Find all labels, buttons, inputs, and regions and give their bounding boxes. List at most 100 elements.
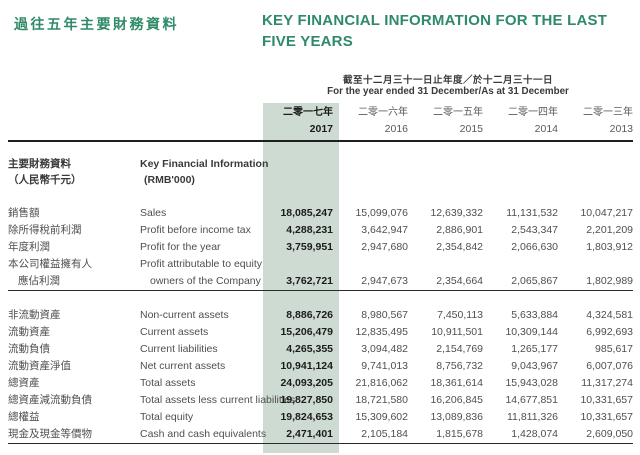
section-gap bbox=[0, 188, 640, 205]
year-label-num-2014: 2014 bbox=[534, 123, 558, 135]
cell-value-2015: 2,154,769 bbox=[436, 343, 483, 355]
cell-value-2013: 6,992,693 bbox=[586, 326, 633, 338]
group-gap bbox=[0, 291, 640, 307]
row-label-en: Total assets less current liabilities bbox=[140, 394, 296, 406]
row-label-en: Net current assets bbox=[140, 360, 226, 372]
table-row: 非流動資產 Non-current assets 8,886,726 8,980,56… bbox=[0, 307, 640, 324]
cell-value-2014: 15,943,028 bbox=[505, 377, 558, 389]
year-label-zh-2017: 二零一七年 bbox=[283, 107, 333, 118]
table-row: 應佔利潤 owners of the Company 3,762,721 2,947,… bbox=[0, 273, 640, 290]
row-label-en: Non-current assets bbox=[140, 309, 229, 321]
section-header-zh-2: （人民幣千元） bbox=[8, 174, 82, 186]
row-label-zh: 總權益 bbox=[8, 411, 40, 423]
cell-value-2013: 1,802,989 bbox=[586, 275, 633, 287]
row-label-en: Current liabilities bbox=[140, 343, 218, 355]
row-label-zh: 流動負債 bbox=[8, 343, 50, 355]
cell-value-2016: 3,642,947 bbox=[361, 224, 408, 236]
cell-value-2013: 985,617 bbox=[595, 343, 633, 355]
row-label-zh: 非流動資產 bbox=[8, 309, 61, 321]
cell-value-2014: 2,065,867 bbox=[511, 275, 558, 287]
cell-value-2016 bbox=[333, 256, 408, 273]
year-label-zh-2014: 二零一四年 bbox=[508, 107, 558, 118]
cell-value-2017: 18,085,247 bbox=[280, 207, 333, 219]
cell-value-2015 bbox=[408, 256, 483, 273]
cell-value-2015: 2,354,664 bbox=[436, 275, 483, 287]
section-header-row-2: （人民幣千元） (RMB'000) bbox=[0, 172, 640, 188]
year-label-num-2016: 2016 bbox=[384, 123, 408, 135]
year-column-header-2016: 二零一六年 2016 bbox=[333, 105, 408, 137]
cell-value-2017: 4,265,355 bbox=[286, 343, 333, 355]
year-header-row: 二零一七年 2017 二零一六年 2016 二零一五年 2015 二零一四年 2014 二零一三… bbox=[0, 105, 640, 137]
cell-value-2017: 8,886,726 bbox=[286, 309, 333, 321]
cell-value-2015: 2,354,842 bbox=[436, 241, 483, 253]
row-label-zh: 流動資產 bbox=[8, 326, 50, 338]
cell-value-2014: 2,066,630 bbox=[511, 241, 558, 253]
cell-value-2016: 2,105,184 bbox=[361, 428, 408, 440]
cell-value-2017: 3,762,721 bbox=[286, 275, 333, 287]
cell-value-2016: 3,094,482 bbox=[361, 343, 408, 355]
cell-value-2013: 4,324,581 bbox=[586, 309, 633, 321]
table-body: 主要財務資料 Key Financial Information （人民幣千元）… bbox=[0, 156, 640, 444]
cell-value-2017: 3,759,951 bbox=[286, 241, 333, 253]
page-title-en: KEY FINANCIAL INFORMATION FOR THE LAST F… bbox=[262, 12, 608, 50]
row-label-en: owners of the Company bbox=[150, 275, 261, 287]
row-label-en: Cash and cash equivalents bbox=[140, 428, 267, 440]
table-rule bbox=[8, 443, 633, 444]
cell-value-2013: 10,331,657 bbox=[580, 411, 633, 423]
year-label-zh-2013: 二零一三年 bbox=[583, 107, 633, 118]
table-rule bbox=[8, 290, 633, 291]
cell-value-2014: 9,043,967 bbox=[511, 360, 558, 372]
section-header-en-1: Key Financial Information bbox=[140, 158, 269, 170]
cell-value-2014: 2,543,347 bbox=[511, 224, 558, 236]
cell-value-2017: 4,288,231 bbox=[286, 224, 333, 236]
table-row: 流動資產 Current assets 15,206,479 12,835,495 10… bbox=[0, 324, 640, 341]
table-top-rule bbox=[8, 140, 633, 142]
cell-value-2017: 10,941,124 bbox=[280, 360, 333, 372]
page-title-zh: 過往五年主要財務資料 bbox=[14, 16, 179, 32]
row-label-zh: 年度利潤 bbox=[8, 241, 50, 253]
row-label-en: Profit attributable to equity bbox=[140, 258, 262, 270]
year-header-spacer-zh bbox=[8, 105, 140, 137]
cell-value-2014: 10,309,144 bbox=[505, 326, 558, 338]
year-header-spacer-en bbox=[140, 105, 260, 137]
period-header-zh: 截至十二月三十一日止年度／於十二月三十一日 bbox=[342, 75, 553, 86]
cell-value-2013: 10,047,217 bbox=[580, 207, 633, 219]
cell-value-2015: 2,886,901 bbox=[436, 224, 483, 236]
row-label-en: Profit for the year bbox=[140, 241, 221, 253]
cell-value-2014 bbox=[483, 256, 558, 273]
table-row: 總資產減流動負債 Total assets less current liabil… bbox=[0, 392, 640, 409]
row-label-zh: 流動資產淨值 bbox=[8, 360, 71, 372]
year-label-num-2015: 2015 bbox=[459, 123, 483, 135]
table-row: 年度利潤 Profit for the year 3,759,951 2,947,68… bbox=[0, 239, 640, 256]
cell-value-2016: 18,721,580 bbox=[355, 394, 408, 406]
cell-value-2014: 1,265,177 bbox=[511, 343, 558, 355]
row-label-zh: 銷售額 bbox=[8, 207, 40, 219]
cell-value-2016: 15,099,076 bbox=[355, 207, 408, 219]
section-header-en-2: (RMB'000) bbox=[144, 174, 195, 186]
period-header-en: For the year ended 31 December/As at 31 … bbox=[327, 86, 569, 97]
cell-value-2015: 12,639,332 bbox=[430, 207, 483, 219]
cell-value-2016: 2,947,673 bbox=[361, 275, 408, 287]
cell-value-2015: 10,911,501 bbox=[431, 326, 483, 338]
cell-value-2017 bbox=[260, 256, 333, 273]
row-label-en: Total assets bbox=[140, 377, 196, 389]
table-row: 除所得稅前利潤 Profit before income tax 4,288,231… bbox=[0, 222, 640, 239]
cell-value-2015: 18,361,614 bbox=[430, 377, 483, 389]
table-row: 流動負債 Current liabilities 4,265,355 3,094,48… bbox=[0, 341, 640, 358]
table-row: 流動資產淨值 Net current assets 10,941,124 9,741,… bbox=[0, 358, 640, 375]
year-column-header-2017: 二零一七年 2017 bbox=[260, 105, 333, 137]
cell-value-2015: 16,206,845 bbox=[430, 394, 483, 406]
cell-value-2015: 1,815,678 bbox=[436, 428, 483, 440]
row-label-en: Current assets bbox=[140, 326, 209, 338]
table-row: 總權益 Total equity 19,824,653 15,309,602 13,08… bbox=[0, 409, 640, 426]
cell-value-2016: 12,835,495 bbox=[355, 326, 408, 338]
cell-value-2017: 19,824,653 bbox=[280, 411, 333, 423]
table-row: 本公司權益擁有人 Profit attributable to equity bbox=[0, 256, 640, 273]
cell-value-2015: 8,756,732 bbox=[436, 360, 483, 372]
row-label-zh: 現金及現金等價物 bbox=[8, 428, 92, 440]
section-header-row-1: 主要財務資料 Key Financial Information bbox=[0, 156, 640, 172]
cell-value-2017: 2,471,401 bbox=[286, 428, 333, 440]
year-column-header-2014: 二零一四年 2014 bbox=[483, 105, 558, 137]
row-label-zh: 本公司權益擁有人 bbox=[8, 258, 92, 270]
